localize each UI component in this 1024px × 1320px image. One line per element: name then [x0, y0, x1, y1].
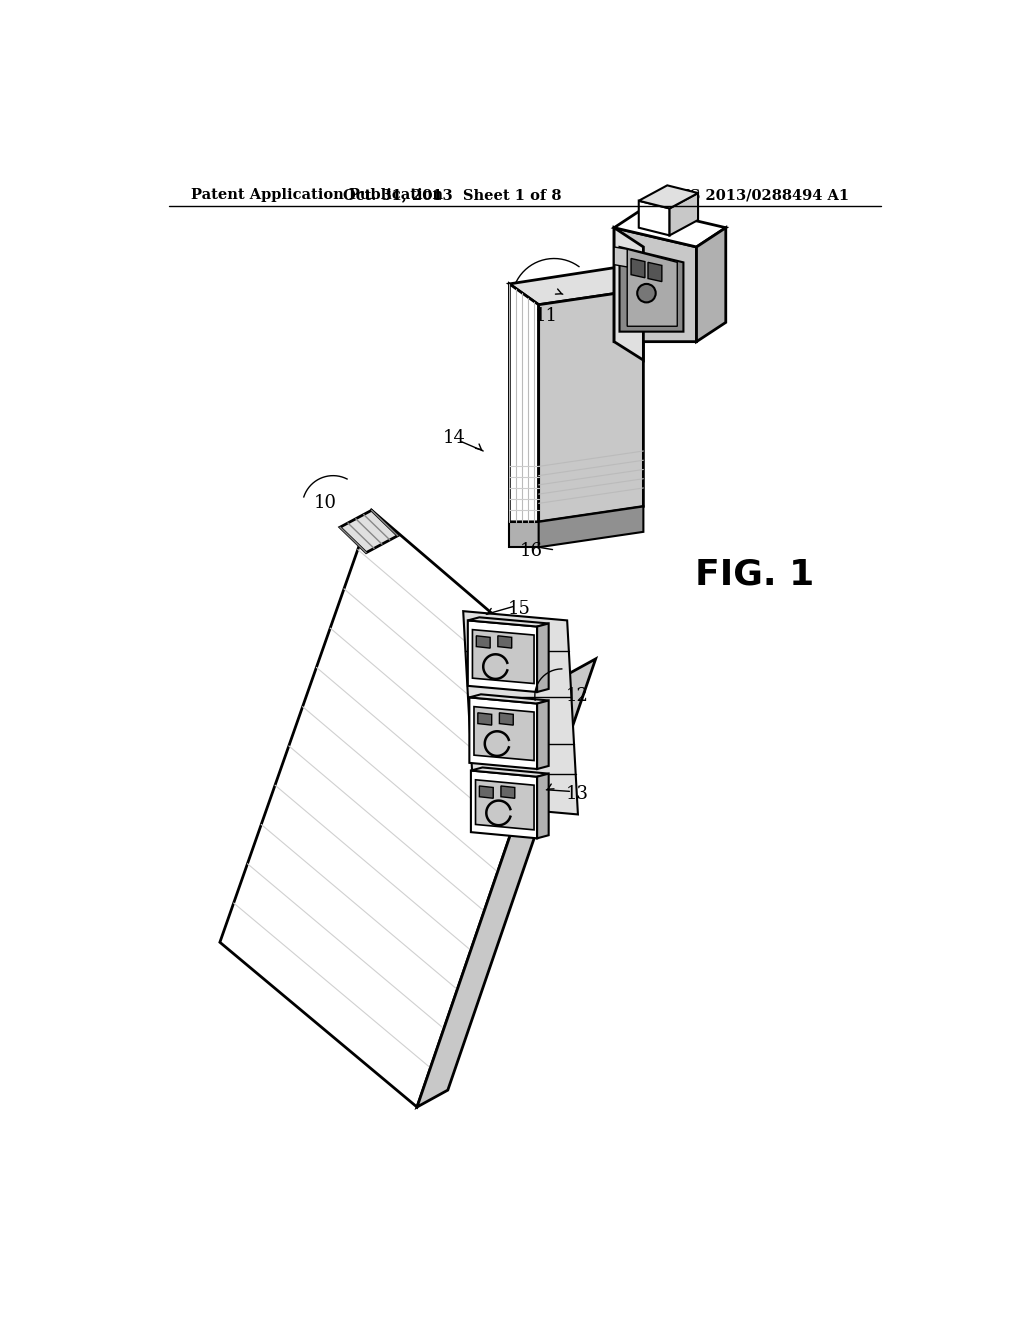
Polygon shape	[614, 247, 628, 267]
Polygon shape	[472, 630, 535, 684]
Text: Patent Application Publication: Patent Application Publication	[190, 189, 442, 202]
Text: 15: 15	[508, 599, 530, 618]
Polygon shape	[417, 659, 596, 1107]
Polygon shape	[469, 697, 538, 770]
Polygon shape	[539, 507, 643, 548]
Polygon shape	[220, 511, 565, 1107]
Polygon shape	[639, 201, 670, 235]
Polygon shape	[468, 620, 538, 692]
Polygon shape	[631, 259, 645, 277]
Polygon shape	[501, 785, 515, 799]
Polygon shape	[475, 780, 535, 830]
Polygon shape	[463, 611, 578, 814]
Text: 14: 14	[442, 429, 465, 447]
Text: 16: 16	[519, 543, 543, 560]
Polygon shape	[478, 713, 492, 725]
Polygon shape	[476, 636, 490, 648]
Polygon shape	[538, 623, 549, 692]
Polygon shape	[468, 618, 549, 627]
Polygon shape	[639, 185, 698, 209]
Polygon shape	[498, 636, 512, 648]
Polygon shape	[628, 249, 677, 326]
Text: Oct. 31, 2013  Sheet 1 of 8: Oct. 31, 2013 Sheet 1 of 8	[343, 189, 562, 202]
Polygon shape	[538, 774, 549, 838]
Polygon shape	[696, 227, 726, 342]
Polygon shape	[614, 209, 726, 247]
Text: 13: 13	[565, 784, 589, 803]
Text: FIG. 1: FIG. 1	[694, 557, 814, 591]
Polygon shape	[538, 701, 549, 770]
Text: 11: 11	[535, 308, 558, 325]
Polygon shape	[500, 713, 513, 725]
Circle shape	[637, 284, 655, 302]
Polygon shape	[648, 263, 662, 281]
Polygon shape	[539, 289, 643, 521]
Polygon shape	[620, 247, 683, 331]
Polygon shape	[469, 694, 549, 704]
Text: 10: 10	[314, 494, 337, 512]
Polygon shape	[474, 706, 535, 760]
Text: 12: 12	[565, 686, 589, 705]
Polygon shape	[614, 227, 696, 342]
Text: US 2013/0288494 A1: US 2013/0288494 A1	[677, 189, 849, 202]
Polygon shape	[479, 785, 494, 799]
Polygon shape	[509, 268, 643, 305]
Polygon shape	[509, 284, 539, 521]
Polygon shape	[509, 521, 539, 548]
Polygon shape	[670, 193, 698, 235]
Polygon shape	[340, 511, 397, 553]
Polygon shape	[614, 227, 643, 360]
Polygon shape	[471, 771, 538, 838]
Polygon shape	[471, 767, 549, 776]
